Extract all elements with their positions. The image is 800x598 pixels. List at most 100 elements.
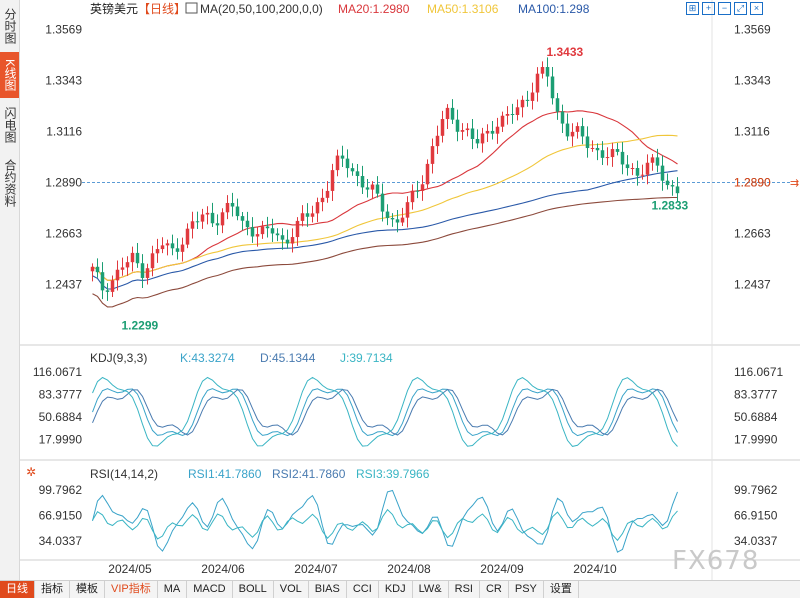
settings-icon[interactable]: ✲: [26, 465, 36, 479]
y-tick-label: 1.3569: [45, 22, 82, 36]
candle-body: [115, 269, 120, 281]
candle-body: [190, 221, 195, 229]
indicator-tab[interactable]: RSI: [449, 581, 480, 598]
indicator-tab[interactable]: MACD: [187, 581, 233, 598]
rsi-tick-label-right: 99.7962: [734, 483, 778, 497]
indicator-tab[interactable]: BIAS: [309, 581, 347, 598]
candle-body: [145, 268, 150, 278]
candle-body: [320, 197, 325, 203]
tab-contract-info[interactable]: 合约资料: [3, 159, 17, 207]
candle-body: [95, 266, 100, 273]
period-label[interactable]: 【日线】: [138, 2, 186, 16]
candle-body: [670, 185, 675, 187]
candle-body: [155, 249, 160, 254]
indicator-tab[interactable]: VIP指标: [105, 581, 158, 598]
rsi3-line: [92, 508, 678, 542]
chart-area[interactable]: 英镑美元 【日线】 MA(20,50,100,200,0,0) MA20:1.2…: [20, 0, 800, 580]
candle-body: [90, 266, 95, 272]
ma50-line: [92, 134, 678, 281]
indicator-tab[interactable]: CR: [480, 581, 509, 598]
indicator-tab[interactable]: 设置: [544, 581, 579, 598]
y-tick-label-right: 1.2890: [734, 176, 771, 190]
y-tick-label: 1.3343: [45, 73, 82, 87]
candle-body: [455, 119, 460, 132]
candle-body: [335, 155, 340, 171]
candle-body: [425, 163, 430, 185]
candle-body: [200, 214, 205, 222]
y-tick-label: 1.2437: [45, 278, 82, 292]
kdj-tick-label: 116.0671: [33, 365, 82, 379]
candle-body: [450, 107, 455, 120]
candle-body: [185, 228, 190, 245]
kdj-k-line: [92, 388, 678, 437]
candle-body: [570, 131, 575, 137]
y-tick-label-right: 1.2437: [734, 278, 771, 292]
tab-lightning[interactable]: 闪电图: [3, 107, 17, 143]
candle-body: [225, 202, 230, 213]
watermark-logo: FX678: [672, 546, 760, 576]
symbol-name: 英镑美元: [90, 1, 138, 16]
indicator-tab[interactable]: VOL: [274, 581, 309, 598]
kdj-tick-label-right: 83.3777: [734, 388, 778, 402]
indicator-tab[interactable]: PSY: [509, 581, 544, 598]
candle-body: [215, 223, 220, 226]
rsi1-line: [92, 489, 678, 553]
indicator-tab[interactable]: 模板: [70, 581, 105, 598]
candle-body: [615, 149, 620, 152]
candle-body: [500, 115, 505, 127]
ma20-line: [92, 110, 678, 281]
candle-body: [470, 128, 475, 139]
candle-body: [260, 226, 265, 235]
candle-body: [275, 233, 280, 236]
candle-body: [415, 190, 420, 192]
candle-body: [160, 245, 165, 250]
candle-body: [530, 92, 535, 101]
price-marker-icon: ⇉: [790, 178, 799, 190]
tab-kline[interactable]: K线图: [0, 52, 19, 98]
candle-body: [585, 136, 590, 149]
indicator-tab[interactable]: KDJ: [379, 581, 413, 598]
kline-chart[interactable]: 英镑美元 【日线】 MA(20,50,100,200,0,0) MA20:1.2…: [20, 0, 800, 580]
candle-body: [295, 220, 300, 238]
candle-body: [300, 213, 305, 221]
y-tick-label: 1.2663: [45, 227, 82, 241]
candle-body: [600, 150, 605, 158]
kdj-series-label: K:43.3274: [180, 351, 235, 365]
candle-body: [280, 235, 285, 240]
x-tick-label: 2024/09: [480, 562, 524, 576]
tab-time-sharing[interactable]: 分时图: [3, 8, 17, 44]
candle-body: [350, 168, 355, 172]
ma200-line: [92, 196, 678, 308]
candle-body: [555, 98, 560, 112]
candle-body: [655, 157, 660, 166]
rsi-tick-label-right: 66.9150: [734, 509, 778, 523]
zoom-in-icon[interactable]: +: [702, 2, 715, 15]
rsi-tick-label: 99.7962: [39, 483, 83, 497]
candle-body: [540, 67, 545, 74]
ma100-line: [92, 170, 678, 290]
zoom-out-icon[interactable]: −: [718, 2, 731, 15]
expand-icon[interactable]: ⤢: [734, 2, 747, 15]
rsi-series-label: RSI2:41.7860: [272, 467, 346, 481]
candle-body: [310, 213, 315, 217]
sidebar: 分时图 K线图 闪电图 合约资料: [0, 0, 20, 580]
close-icon[interactable]: ×: [750, 2, 763, 15]
last-low-price-label: 1.2833: [652, 198, 689, 212]
grid-icon[interactable]: ⊞: [686, 2, 699, 15]
indicator-tab[interactable]: 指标: [35, 581, 70, 598]
ma-settings-icon[interactable]: [185, 2, 198, 14]
candle-body: [180, 244, 185, 252]
kdj-tick-label: 83.3777: [39, 388, 83, 402]
kdj-j-line: [92, 376, 678, 447]
candle-body: [140, 263, 145, 278]
candle-body: [265, 226, 270, 229]
indicator-tab[interactable]: BOLL: [233, 581, 274, 598]
rsi-tick-label-right: 34.0337: [734, 534, 778, 548]
indicator-tab[interactable]: 日线: [0, 581, 35, 598]
indicator-tab[interactable]: LW&: [413, 581, 449, 598]
indicator-tab[interactable]: CCI: [347, 581, 379, 598]
candle-body: [635, 167, 640, 176]
x-tick-label: 2024/07: [294, 562, 338, 576]
indicator-tab[interactable]: MA: [158, 581, 188, 598]
candle-body: [385, 211, 390, 219]
